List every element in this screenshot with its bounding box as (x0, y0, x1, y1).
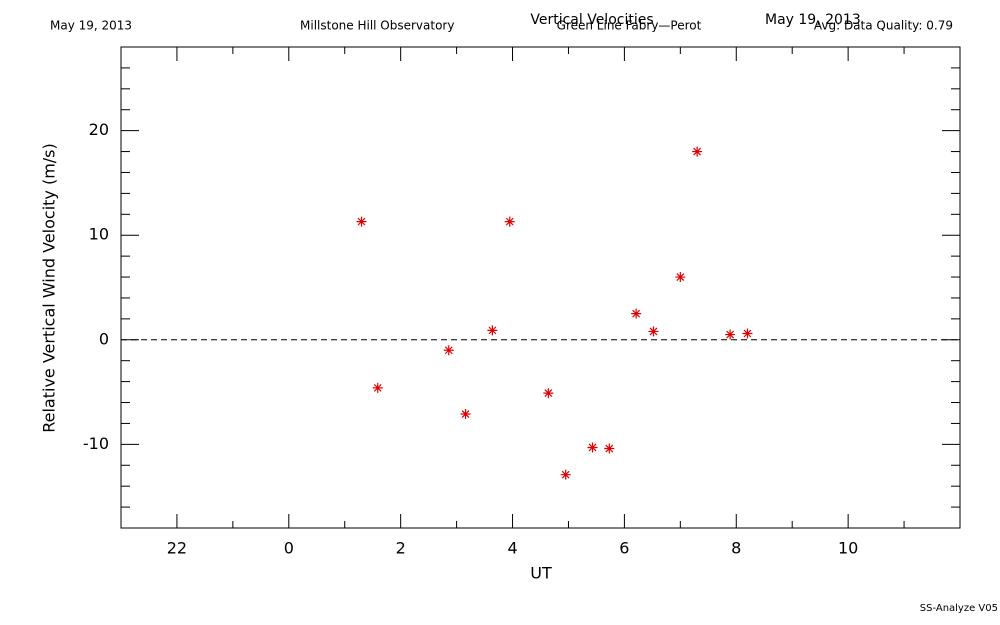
data-point (675, 272, 686, 283)
y-tick-label: -10 (83, 434, 109, 453)
data-point (560, 469, 571, 480)
data-point (487, 325, 498, 336)
data-point (742, 328, 753, 339)
date-left: May 19, 2013 (50, 19, 132, 33)
data-point (356, 216, 367, 227)
y-tick-label: 0 (99, 329, 109, 348)
plot-frame (120, 46, 961, 529)
x-tick-label: 0 (284, 539, 294, 558)
chart-subtitle: Green Line Fabry—Perot (557, 19, 702, 33)
x-axis-label: UT (530, 564, 552, 583)
footer: SS-Analyze V05 (920, 603, 998, 614)
data-quality: Avg: Data Quality: 0.79 (814, 19, 953, 33)
data-point (631, 308, 642, 319)
data-point (725, 329, 736, 340)
x-tick-label: 4 (507, 539, 517, 558)
data-point (604, 443, 615, 454)
y-tick-label: 20 (89, 120, 109, 139)
data-point (543, 388, 554, 399)
data-point (692, 146, 703, 157)
y-tick-label: 10 (89, 225, 109, 244)
x-tick-label: 10 (838, 539, 858, 558)
x-tick-label: 6 (619, 539, 629, 558)
date-right: May 19, 2013 (765, 12, 861, 28)
x-tick-label: 8 (731, 539, 741, 558)
data-point (460, 409, 471, 420)
chart-title: Vertical Velocities (530, 12, 653, 28)
x-tick-label: 2 (396, 539, 406, 558)
x-tick-label: 22 (167, 539, 187, 558)
data-point (372, 382, 383, 393)
data-point (504, 216, 515, 227)
data-point (648, 326, 659, 337)
observatory: Millstone Hill Observatory (300, 19, 454, 33)
y-axis-label: Relative Vertical Wind Velocity (m/s) (40, 143, 59, 433)
data-point (587, 442, 598, 453)
data-point (443, 345, 454, 356)
